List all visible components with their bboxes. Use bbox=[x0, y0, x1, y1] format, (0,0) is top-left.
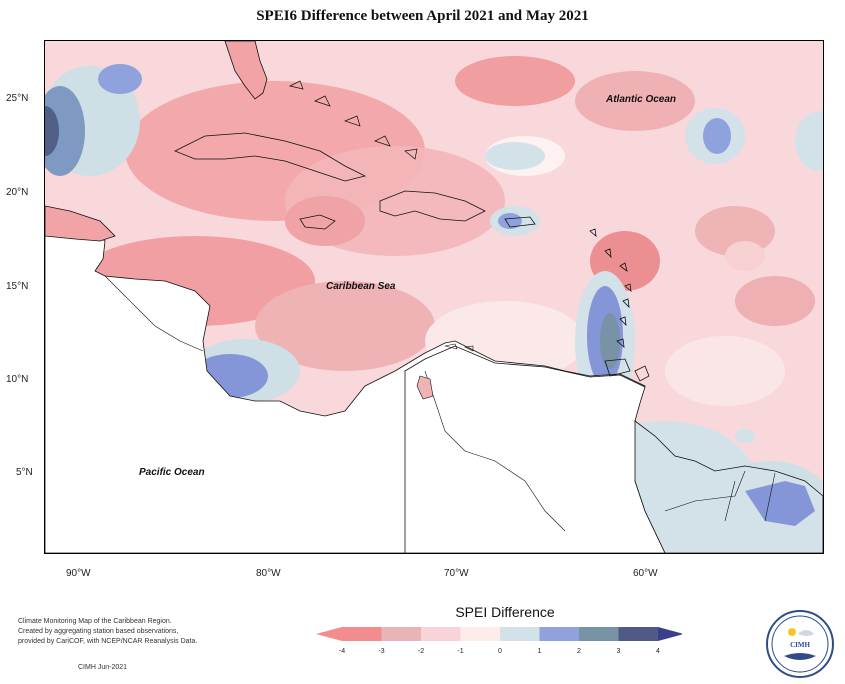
legend-tick-label: 0 bbox=[498, 648, 502, 655]
lon-label-60w: 60°W bbox=[633, 568, 658, 579]
legend-tick-label: 2 bbox=[577, 648, 581, 655]
legend-colorbar bbox=[316, 627, 682, 641]
spei-map bbox=[44, 40, 824, 554]
map-title: SPEI6 Difference between April 2021 and … bbox=[256, 8, 589, 24]
logo-text: CIMH bbox=[790, 641, 810, 649]
legend-tick-label: -1 bbox=[457, 648, 464, 655]
legend-tick-label: 3 bbox=[616, 648, 621, 655]
lat-label-10n: 10°N bbox=[6, 374, 29, 385]
footer-line-1: Climate Monitoring Map of the Caribbean … bbox=[18, 618, 172, 625]
footer-line-3: provided by CariCOF, with NCEP/NCAR Rean… bbox=[18, 638, 198, 645]
lat-label-5n: 5°N bbox=[16, 467, 33, 478]
legend-tick-label: -3 bbox=[378, 648, 385, 655]
footer-line-2: Created by aggregating station based obs… bbox=[18, 628, 179, 635]
legend-cell bbox=[421, 627, 461, 641]
legend-arrow-left bbox=[316, 627, 342, 641]
lon-label-90w: 90°W bbox=[66, 568, 91, 579]
legend-cell bbox=[460, 627, 500, 641]
legend-title: SPEI Difference bbox=[455, 604, 555, 620]
atlantic-ocean-label: Atlantic Ocean bbox=[606, 94, 677, 105]
lat-label-15n: 15°N bbox=[6, 281, 29, 292]
legend-cell bbox=[381, 627, 421, 641]
lat-label-20n: 20°N bbox=[6, 187, 29, 198]
pacific-ocean-label: Pacific Ocean bbox=[139, 467, 205, 478]
legend-cell bbox=[579, 627, 619, 641]
legend-tick-label: 1 bbox=[537, 648, 542, 655]
legend-tick-label: -2 bbox=[417, 648, 425, 655]
map-canvas bbox=[45, 41, 823, 553]
footer-credits: Climate Monitoring Map of the Caribbean … bbox=[18, 617, 197, 647]
cimh-logo: CIMH bbox=[766, 610, 834, 678]
caribbean-sea-label: Caribbean Sea bbox=[326, 281, 396, 292]
legend-cell bbox=[342, 627, 382, 641]
legend-tick-label: -4 bbox=[338, 648, 346, 655]
legend-tick-label: 4 bbox=[656, 648, 660, 655]
legend-cell bbox=[618, 627, 658, 641]
lon-label-70w: 70°W bbox=[444, 568, 469, 579]
legend-arrow-right bbox=[658, 627, 682, 641]
legend-cell bbox=[539, 627, 579, 641]
lat-label-25n: 25°N bbox=[6, 93, 29, 104]
logo-emblem bbox=[771, 615, 829, 673]
footer-date: CIMH Jun-2021 bbox=[78, 664, 128, 671]
legend-cell bbox=[500, 627, 540, 641]
lon-label-80w: 80°W bbox=[256, 568, 281, 579]
